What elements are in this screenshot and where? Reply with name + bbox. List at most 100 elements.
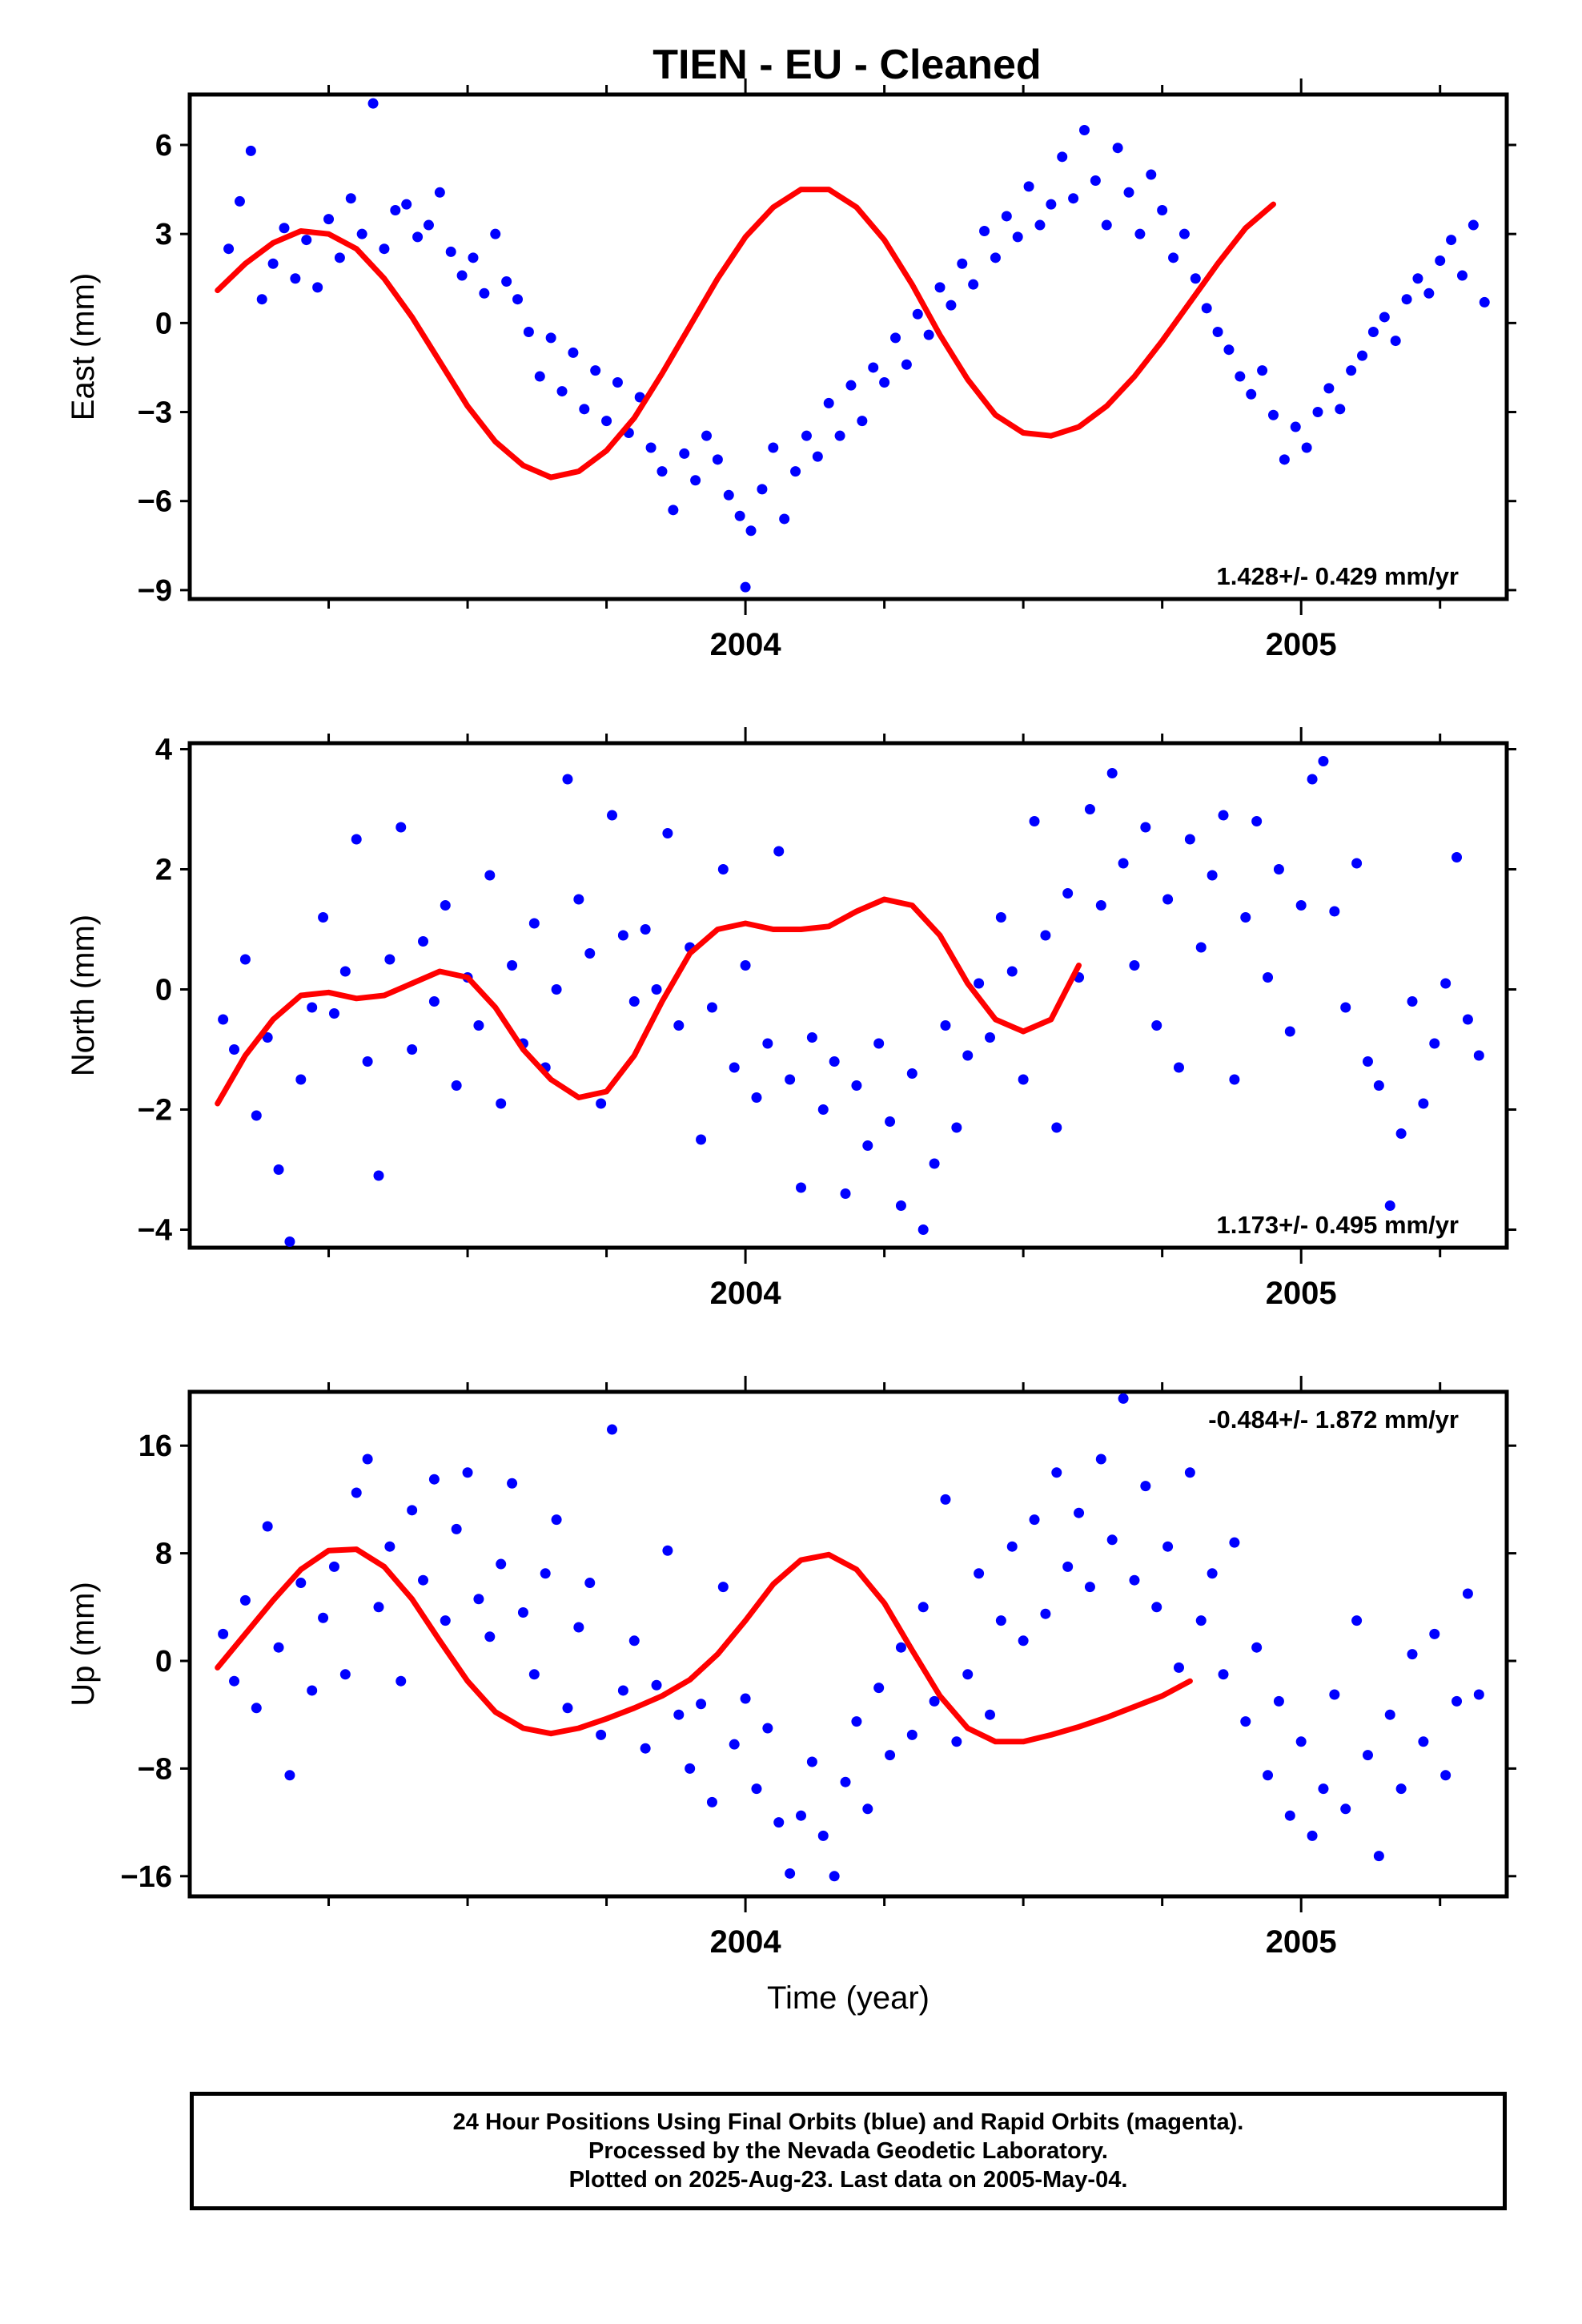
east-data-point xyxy=(823,397,834,408)
east-data-point xyxy=(579,404,590,415)
up-data-point xyxy=(218,1628,229,1639)
up-data-point xyxy=(1462,1588,1473,1599)
up-ytick-label: 8 xyxy=(155,1538,172,1571)
north-data-point xyxy=(885,1116,896,1127)
east-data-point xyxy=(1046,199,1057,210)
east-data-point xyxy=(512,294,524,305)
east-data-point xyxy=(1057,151,1068,163)
up-data-point xyxy=(1118,1393,1129,1404)
up-data-point xyxy=(1440,1770,1452,1781)
east-data-point xyxy=(434,187,445,198)
east-data-point xyxy=(1146,169,1157,180)
north-data-point xyxy=(729,1062,740,1073)
up-data-point xyxy=(451,1523,462,1534)
north-data-point xyxy=(1129,960,1140,971)
up-data-point xyxy=(584,1578,596,1589)
north-data-point xyxy=(917,1224,929,1235)
up-data-point xyxy=(295,1578,307,1589)
up-data-point xyxy=(1173,1662,1184,1673)
east-data-point xyxy=(1357,350,1368,361)
east-data-point xyxy=(1223,344,1235,356)
up-data-point xyxy=(851,1716,862,1727)
east-data-point xyxy=(1346,365,1357,376)
up-data-point xyxy=(962,1669,974,1680)
north-data-point xyxy=(239,954,251,965)
east-data-point xyxy=(1312,407,1323,418)
east-data-point xyxy=(1468,219,1479,231)
east-data-point xyxy=(590,365,601,376)
north-data-point xyxy=(995,912,1006,923)
north-data-point xyxy=(273,1164,284,1175)
north-rate-label: 1.173+/- 0.495 mm/yr xyxy=(1217,1211,1459,1239)
north-data-point xyxy=(440,900,451,911)
east-data-point xyxy=(612,376,623,388)
north-data-point xyxy=(1029,816,1040,826)
up-ytick-label: 0 xyxy=(155,1645,172,1679)
east-data-point xyxy=(757,484,768,495)
up-data-point xyxy=(1251,1642,1263,1653)
east-data-point xyxy=(990,252,1001,263)
north-data-point xyxy=(1351,858,1363,869)
north-data-point xyxy=(229,1044,240,1055)
up-data-point xyxy=(507,1478,518,1489)
east-data-point xyxy=(790,466,801,477)
north-data-point xyxy=(1384,1200,1395,1211)
north-data-point xyxy=(1162,894,1174,905)
east-data-point xyxy=(334,252,345,263)
east-data-point xyxy=(1290,421,1301,432)
north-data-point xyxy=(895,1200,906,1211)
up-data-point xyxy=(239,1594,251,1606)
east-data-point xyxy=(412,231,424,243)
north-data-point xyxy=(773,846,785,857)
up-data-point xyxy=(873,1683,885,1694)
up-data-point xyxy=(1062,1561,1074,1572)
north-data-point xyxy=(1373,1080,1384,1091)
up-data-point xyxy=(796,1810,807,1821)
up-data-point xyxy=(706,1796,717,1807)
north-data-point xyxy=(473,1020,484,1031)
up-data-point xyxy=(573,1622,584,1633)
up-frame xyxy=(187,1389,1509,1899)
up-data-point xyxy=(418,1574,429,1586)
up-data-point xyxy=(1307,1830,1318,1841)
north-data-point xyxy=(617,930,628,941)
up-data-point xyxy=(528,1669,540,1680)
east-data-point xyxy=(234,195,245,207)
up-data-point xyxy=(906,1729,917,1740)
up-data-point xyxy=(540,1568,551,1579)
north-data-point xyxy=(1095,900,1106,911)
up-data-point xyxy=(351,1487,362,1498)
east-data-point xyxy=(934,282,946,293)
east-data-point xyxy=(1168,252,1179,263)
north-data-point xyxy=(751,1092,762,1103)
north-data-point xyxy=(840,1188,851,1199)
up-data-point xyxy=(1018,1635,1029,1647)
north-data-point xyxy=(1329,906,1340,917)
east-data-point xyxy=(1090,175,1101,186)
east-data-point xyxy=(1435,255,1446,267)
up-data-point xyxy=(895,1642,906,1653)
east-data-point xyxy=(690,475,701,486)
east-data-point xyxy=(456,270,468,281)
up-data-point xyxy=(773,1817,785,1828)
north-ytick-label: −2 xyxy=(138,1094,172,1128)
up-data-point xyxy=(307,1685,318,1696)
up-data-point xyxy=(551,1514,562,1526)
north-data-point xyxy=(862,1140,873,1151)
north-data-point xyxy=(1340,1002,1351,1013)
up-data-point xyxy=(1051,1467,1062,1478)
east-data-point xyxy=(1101,219,1112,231)
east-data-point xyxy=(1134,228,1146,239)
north-data-point xyxy=(1240,912,1251,923)
up-data-point xyxy=(696,1699,707,1710)
up-data-point xyxy=(1151,1602,1162,1613)
north-xtick-label: 2005 xyxy=(1266,1276,1337,1311)
east-ytick-label: 6 xyxy=(155,129,172,163)
east-data-point xyxy=(345,193,356,204)
north-data-point xyxy=(1440,978,1452,989)
north-data-point xyxy=(1229,1074,1240,1085)
north-data-point xyxy=(1006,966,1018,977)
up-rate-label: -0.484+/- 1.872 mm/yr xyxy=(1208,1405,1459,1433)
up-data-point xyxy=(929,1695,940,1707)
up-data-point xyxy=(1351,1615,1363,1626)
